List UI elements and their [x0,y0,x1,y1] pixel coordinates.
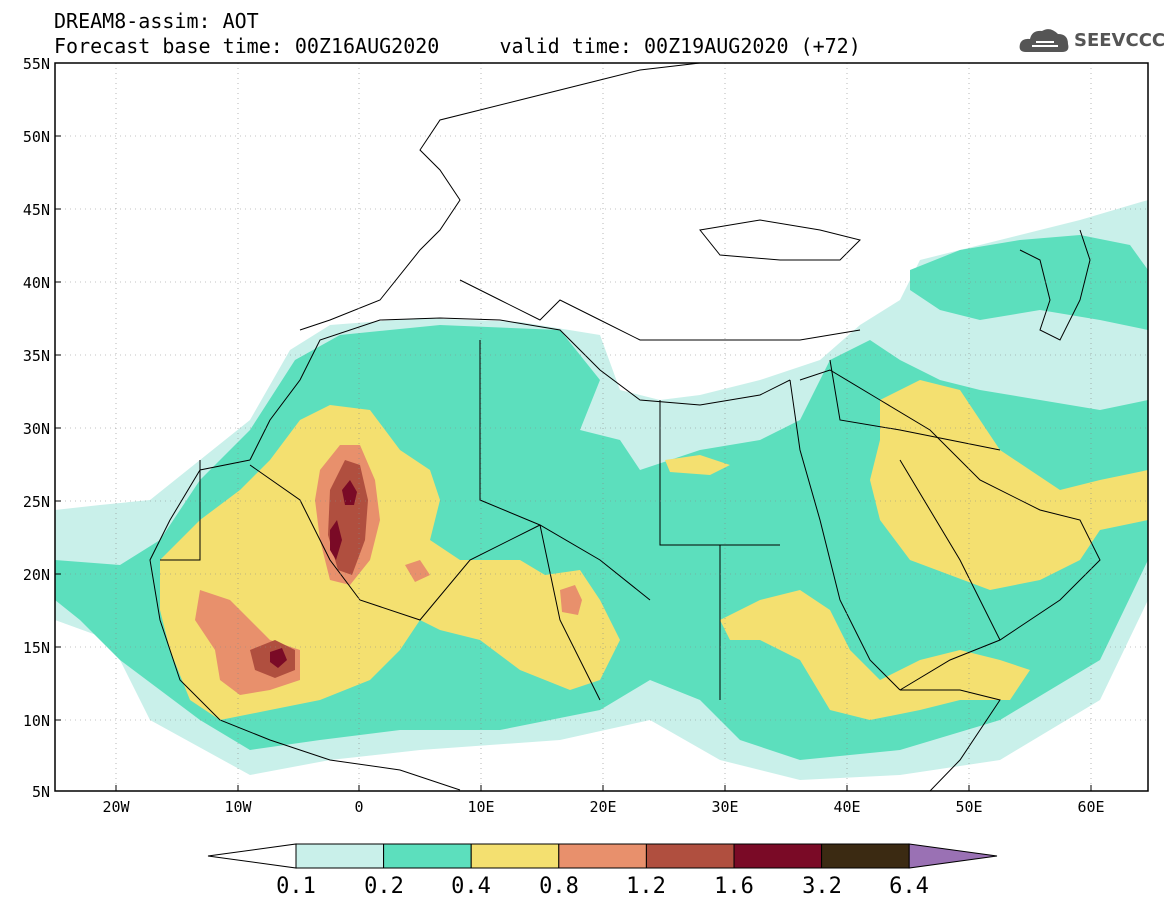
coastline-horn [900,689,1001,791]
colorbar-label: 6.4 [889,874,929,899]
lon-label: 40E [833,798,861,816]
colorbar-swatch-5 [645,843,735,869]
logo-text: SEEVCCC [1074,30,1165,51]
colorbar-swatch-6 [733,843,823,869]
coastline-caspian [1019,229,1091,341]
colorbar-swatch-2 [383,843,472,869]
aot-band-1.6 [270,648,287,668]
coastline-west-africa [149,459,461,791]
lon-label: 60E [1077,798,1105,816]
coastline-red-sea [789,379,901,691]
lat-label: 25N [22,493,50,511]
lat-label: 45N [22,201,50,219]
lat-label: 35N [22,347,50,365]
colorbar-label: 3.2 [802,874,842,899]
colorbar-label: 1.6 [714,874,754,899]
aot-band-1.6 [342,480,357,505]
forecast-times: Forecast base time: 00Z16AUG2020 valid t… [54,34,861,58]
colorbar-label: 0.4 [451,874,491,899]
colorbar-over-arrow [908,843,998,869]
map-frame [54,62,1149,792]
coastline-black-sea [699,219,861,261]
lon-label: 10E [467,798,495,816]
colorbar-swatch-1 [295,843,385,869]
colorbar-label: 0.1 [276,874,316,899]
aot-band-0.4 [720,590,1030,720]
coastline-europe [299,63,701,331]
colorbar-label: 1.2 [626,874,666,899]
aot-band-0.4 [870,380,1148,590]
colorbar-label: 0.2 [364,874,404,899]
colorbar [207,843,998,869]
lat-label: 30N [22,420,50,438]
lat-label: 40N [22,274,50,292]
aot-band-0.8 [560,585,582,615]
lat-label: 20N [22,566,50,584]
lon-label: 0 [354,798,364,816]
colorbar-swatch-4 [558,843,647,869]
lat-label: 50N [22,128,50,146]
colorbar-swatch-7 [821,843,910,869]
graticule [55,63,1148,791]
lat-label: 15N [22,639,50,657]
lon-label: 50E [955,798,983,816]
colorbar-swatch-3 [470,843,560,869]
lon-label: 20E [589,798,617,816]
colorbar-under-arrow [207,843,297,869]
border-lines [160,340,1001,701]
coastline-arabia [799,369,1101,691]
lon-label: 20W [102,798,130,816]
seevccc-cloud-logo-icon [1019,29,1069,52]
colorbar-label: 0.8 [539,874,579,899]
coastline-north-africa [249,317,791,461]
lat-label: 5N [31,783,50,801]
coastline-mediterranean [459,279,861,341]
lon-label: 10W [224,798,252,816]
aot-band-0.2 [910,235,1148,330]
aot-band-0.8 [405,560,430,582]
chart-title: DREAM8-assim: AOT [54,9,259,33]
aot-band-0.4 [665,455,730,475]
axis-ticks [55,62,1092,792]
aot-band-1.6 [330,520,342,560]
lat-label: 10N [22,712,50,730]
lat-label: 55N [22,55,50,73]
lon-label: 30E [711,798,739,816]
